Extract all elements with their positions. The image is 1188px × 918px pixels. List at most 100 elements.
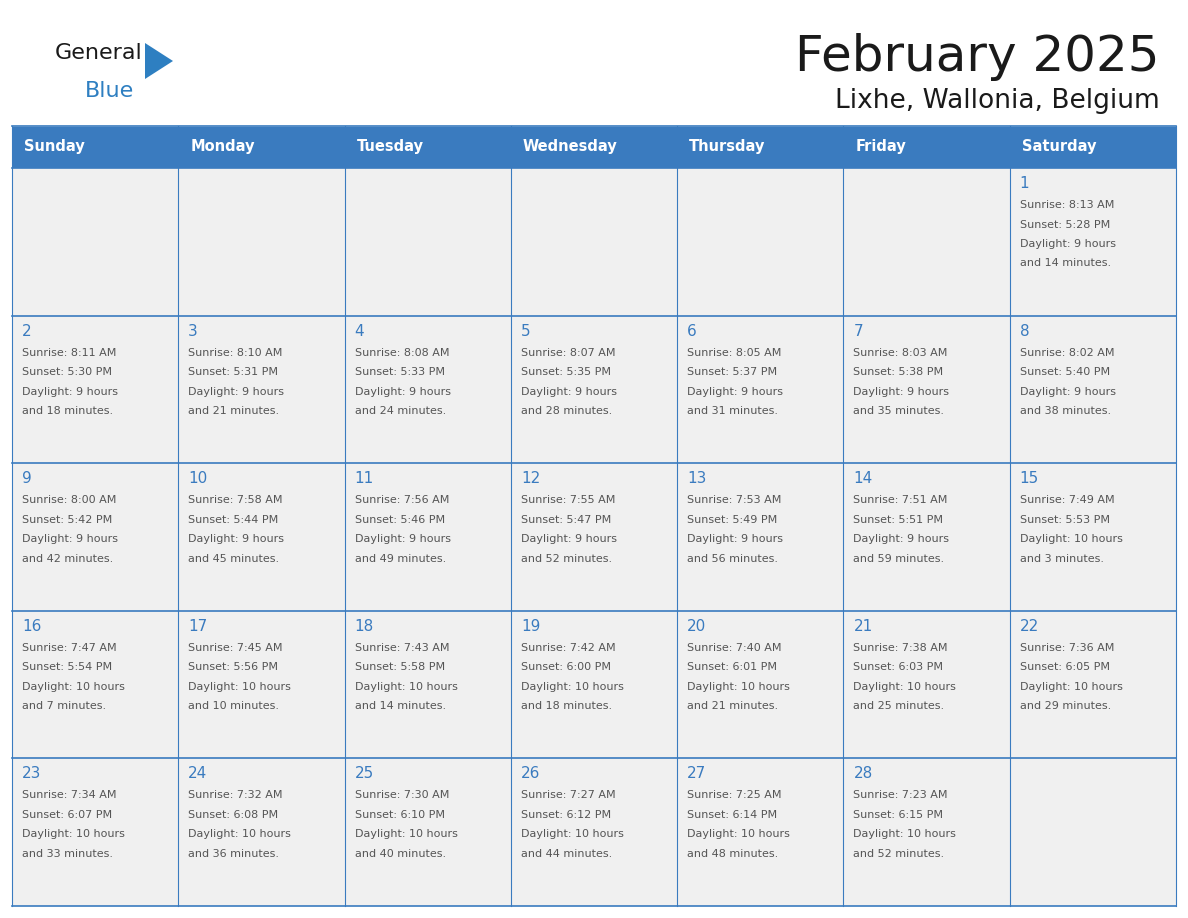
Text: Daylight: 9 hours: Daylight: 9 hours: [520, 386, 617, 397]
Text: 23: 23: [23, 767, 42, 781]
Text: Sunset: 6:00 PM: Sunset: 6:00 PM: [520, 662, 611, 672]
Text: Daylight: 10 hours: Daylight: 10 hours: [188, 682, 291, 692]
Text: Monday: Monday: [190, 140, 254, 154]
Bar: [12, 464, 178, 610]
Text: Sunset: 6:14 PM: Sunset: 6:14 PM: [687, 810, 777, 820]
Text: and 42 minutes.: and 42 minutes.: [23, 554, 113, 564]
Bar: [1010, 316, 1176, 464]
Bar: [511, 168, 677, 316]
Text: and 45 minutes.: and 45 minutes.: [188, 554, 279, 564]
Text: 22: 22: [1019, 619, 1040, 633]
Bar: [843, 316, 1010, 464]
Text: 28: 28: [853, 767, 873, 781]
Text: Daylight: 9 hours: Daylight: 9 hours: [188, 534, 284, 544]
Text: Sunrise: 7:40 AM: Sunrise: 7:40 AM: [687, 643, 782, 653]
Text: Daylight: 9 hours: Daylight: 9 hours: [1019, 386, 1116, 397]
Text: 25: 25: [354, 767, 374, 781]
Text: Sunrise: 7:32 AM: Sunrise: 7:32 AM: [188, 790, 283, 800]
Text: Daylight: 9 hours: Daylight: 9 hours: [23, 534, 118, 544]
Bar: [511, 316, 677, 464]
Text: Sunrise: 8:11 AM: Sunrise: 8:11 AM: [23, 348, 116, 358]
Bar: [677, 610, 843, 758]
Text: Sunset: 5:51 PM: Sunset: 5:51 PM: [853, 515, 943, 525]
Text: Sunrise: 8:00 AM: Sunrise: 8:00 AM: [23, 495, 116, 505]
Text: Sunset: 6:10 PM: Sunset: 6:10 PM: [354, 810, 444, 820]
Text: Sunset: 6:12 PM: Sunset: 6:12 PM: [520, 810, 611, 820]
Text: and 14 minutes.: and 14 minutes.: [1019, 259, 1111, 268]
Text: Sunrise: 7:34 AM: Sunrise: 7:34 AM: [23, 790, 116, 800]
Text: Sunset: 6:15 PM: Sunset: 6:15 PM: [853, 810, 943, 820]
Text: Sunset: 5:30 PM: Sunset: 5:30 PM: [23, 367, 112, 377]
Text: Sunrise: 7:53 AM: Sunrise: 7:53 AM: [687, 495, 782, 505]
Text: and 10 minutes.: and 10 minutes.: [188, 701, 279, 711]
Text: Sunrise: 7:38 AM: Sunrise: 7:38 AM: [853, 643, 948, 653]
Text: Daylight: 9 hours: Daylight: 9 hours: [853, 534, 949, 544]
Text: and 21 minutes.: and 21 minutes.: [188, 406, 279, 416]
Bar: [511, 610, 677, 758]
Text: Sunset: 5:33 PM: Sunset: 5:33 PM: [354, 367, 444, 377]
Bar: [1010, 126, 1176, 168]
Bar: [677, 758, 843, 906]
Text: Daylight: 10 hours: Daylight: 10 hours: [687, 682, 790, 692]
Text: 4: 4: [354, 324, 365, 339]
Text: 15: 15: [1019, 471, 1040, 487]
Text: Thursday: Thursday: [689, 140, 765, 154]
Text: Sunrise: 8:03 AM: Sunrise: 8:03 AM: [853, 348, 948, 358]
Text: Sunrise: 7:56 AM: Sunrise: 7:56 AM: [354, 495, 449, 505]
Bar: [178, 758, 345, 906]
Text: Daylight: 9 hours: Daylight: 9 hours: [188, 386, 284, 397]
Text: Blue: Blue: [86, 81, 134, 101]
Bar: [12, 126, 178, 168]
Text: Sunrise: 8:02 AM: Sunrise: 8:02 AM: [1019, 348, 1114, 358]
Text: 13: 13: [687, 471, 707, 487]
Text: and 33 minutes.: and 33 minutes.: [23, 849, 113, 859]
Text: Daylight: 10 hours: Daylight: 10 hours: [23, 829, 125, 839]
Text: Sunset: 5:53 PM: Sunset: 5:53 PM: [1019, 515, 1110, 525]
Text: Sunrise: 7:49 AM: Sunrise: 7:49 AM: [1019, 495, 1114, 505]
Text: Sunrise: 7:25 AM: Sunrise: 7:25 AM: [687, 790, 782, 800]
Bar: [677, 464, 843, 610]
Text: 16: 16: [23, 619, 42, 633]
Text: Sunset: 5:37 PM: Sunset: 5:37 PM: [687, 367, 777, 377]
Bar: [12, 168, 178, 316]
Text: 2: 2: [23, 324, 32, 339]
Text: and 25 minutes.: and 25 minutes.: [853, 701, 944, 711]
Bar: [1010, 758, 1176, 906]
Bar: [511, 758, 677, 906]
Text: 8: 8: [1019, 324, 1029, 339]
Text: Tuesday: Tuesday: [356, 140, 424, 154]
Text: Sunrise: 8:10 AM: Sunrise: 8:10 AM: [188, 348, 283, 358]
Text: Sunset: 5:58 PM: Sunset: 5:58 PM: [354, 662, 444, 672]
Text: Sunrise: 7:45 AM: Sunrise: 7:45 AM: [188, 643, 283, 653]
Text: Sunset: 6:07 PM: Sunset: 6:07 PM: [23, 810, 112, 820]
Text: Friday: Friday: [855, 140, 906, 154]
Text: Daylight: 9 hours: Daylight: 9 hours: [354, 386, 450, 397]
Text: 5: 5: [520, 324, 531, 339]
Text: Daylight: 10 hours: Daylight: 10 hours: [354, 682, 457, 692]
Text: Sunset: 6:05 PM: Sunset: 6:05 PM: [1019, 662, 1110, 672]
Bar: [12, 610, 178, 758]
Bar: [1010, 168, 1176, 316]
Text: 26: 26: [520, 767, 541, 781]
Bar: [677, 126, 843, 168]
Text: Sunset: 6:03 PM: Sunset: 6:03 PM: [853, 662, 943, 672]
Text: Sunset: 5:54 PM: Sunset: 5:54 PM: [23, 662, 112, 672]
Text: Daylight: 10 hours: Daylight: 10 hours: [354, 829, 457, 839]
Text: and 52 minutes.: and 52 minutes.: [853, 849, 944, 859]
Text: and 49 minutes.: and 49 minutes.: [354, 554, 446, 564]
Text: Sunset: 6:01 PM: Sunset: 6:01 PM: [687, 662, 777, 672]
Text: Sunset: 5:46 PM: Sunset: 5:46 PM: [354, 515, 444, 525]
Text: Sunset: 5:35 PM: Sunset: 5:35 PM: [520, 367, 611, 377]
Text: Sunset: 5:38 PM: Sunset: 5:38 PM: [853, 367, 943, 377]
Text: and 24 minutes.: and 24 minutes.: [354, 406, 446, 416]
Text: 3: 3: [188, 324, 198, 339]
Text: and 28 minutes.: and 28 minutes.: [520, 406, 612, 416]
Bar: [178, 126, 345, 168]
Text: Sunrise: 7:51 AM: Sunrise: 7:51 AM: [853, 495, 948, 505]
Bar: [345, 316, 511, 464]
Text: 1: 1: [1019, 176, 1029, 191]
Text: and 35 minutes.: and 35 minutes.: [853, 406, 944, 416]
Text: and 18 minutes.: and 18 minutes.: [520, 701, 612, 711]
Bar: [1010, 610, 1176, 758]
Text: Sunrise: 8:07 AM: Sunrise: 8:07 AM: [520, 348, 615, 358]
